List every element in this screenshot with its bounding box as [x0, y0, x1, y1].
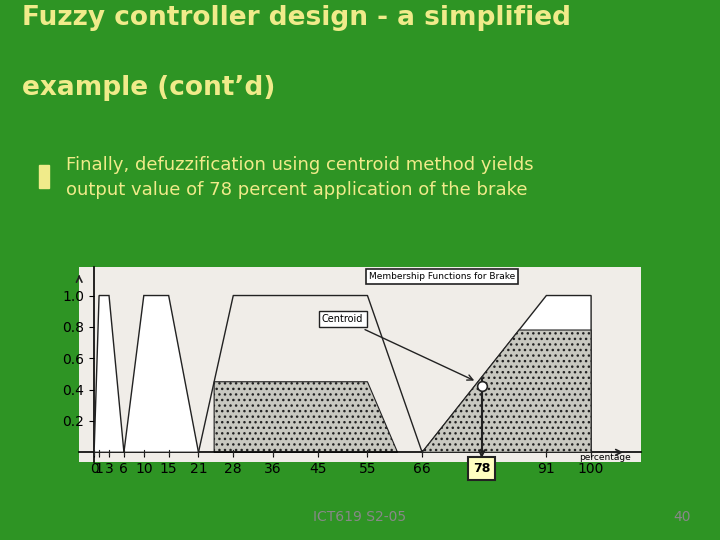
Text: Centroid: Centroid [322, 314, 364, 324]
Text: Membership Functions for Brake: Membership Functions for Brake [369, 272, 515, 281]
Text: Fuzzy controller design - a simplified: Fuzzy controller design - a simplified [22, 5, 571, 31]
Polygon shape [124, 295, 199, 453]
Bar [39, 165, 49, 188]
Text: example (cont’d): example (cont’d) [22, 76, 275, 102]
Text: Finally, defuzzification using centroid method yields
output value of 78 percent: Finally, defuzzification using centroid … [66, 156, 534, 199]
Text: 40: 40 [674, 510, 691, 524]
Polygon shape [422, 330, 591, 453]
Text: percentage: percentage [579, 453, 631, 462]
Polygon shape [422, 295, 591, 453]
Text: ICT619 S2-05: ICT619 S2-05 [313, 510, 407, 524]
Polygon shape [94, 295, 124, 453]
Text: 78: 78 [473, 462, 490, 475]
Polygon shape [214, 382, 397, 453]
